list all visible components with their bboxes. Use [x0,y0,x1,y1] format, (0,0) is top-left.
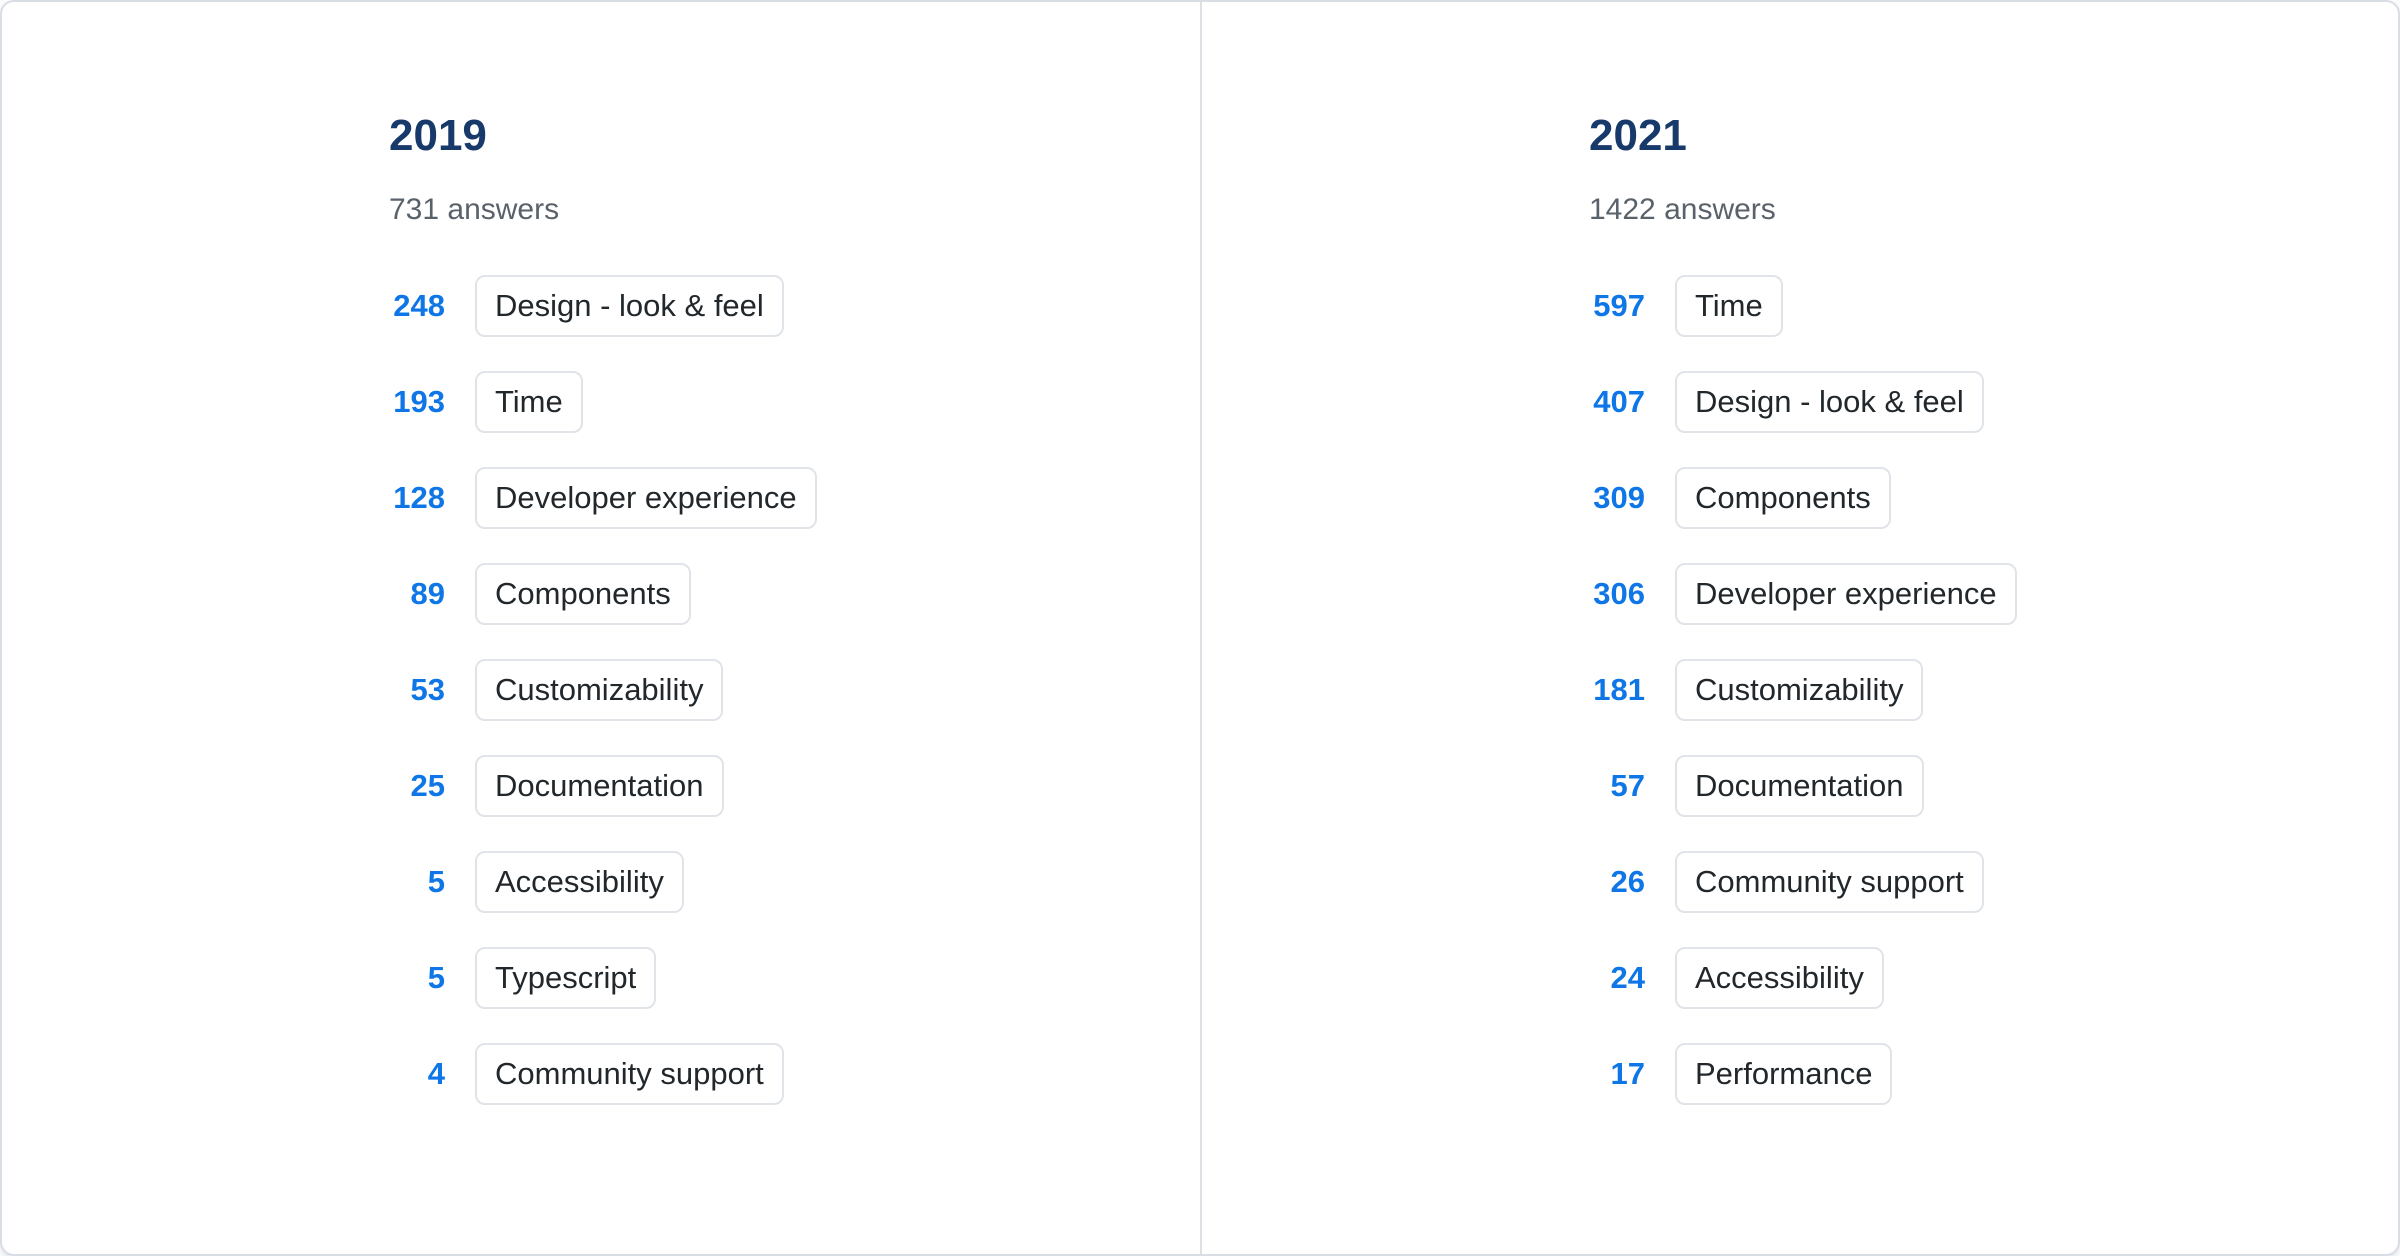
answer-row: 26 Community support [1452,850,2398,913]
answer-row: 5 Accessibility [252,850,1200,913]
answer-row: 193 Time [252,370,1200,433]
panel-2019: 2019 731 answers 248 Design - look & fee… [2,2,1200,1254]
answer-tag[interactable]: Time [475,370,583,433]
answer-count: 248 [393,287,445,323]
answer-row: 5 Typescript [252,946,1200,1009]
answer-tag[interactable]: Customizability [1675,658,1924,721]
answer-count: 181 [1593,671,1645,707]
answer-row: 17 Performance [1452,1042,2398,1105]
answer-count: 24 [1610,959,1645,995]
answer-rows-2021: 597 Time 407 Design - look & feel 309 Co… [1452,274,2398,1105]
answer-row: 53 Customizability [252,658,1200,721]
answer-count: 5 [427,959,445,995]
answer-tag[interactable]: Community support [1675,850,1984,913]
answers-count-2019: 731 answers [389,192,560,226]
answer-tag[interactable]: Design - look & feel [1675,370,1984,433]
answer-tag[interactable]: Typescript [475,946,657,1009]
answer-row: 248 Design - look & feel [252,274,1200,337]
answer-tag[interactable]: Developer experience [475,466,817,529]
answer-row: 309 Components [1452,466,2398,529]
year-heading-2021: 2021 [1589,111,1687,160]
answer-row: 181 Customizability [1452,658,2398,721]
answer-count: 128 [393,479,445,515]
answer-count: 193 [393,383,445,419]
answer-row: 25 Documentation [252,754,1200,817]
answer-tag[interactable]: Accessibility [475,850,684,913]
answer-row: 24 Accessibility [1452,946,2398,1009]
answer-count: 53 [410,671,445,707]
answer-count: 25 [410,767,445,803]
answer-tag[interactable]: Accessibility [1675,946,1884,1009]
answer-row: 128 Developer experience [252,466,1200,529]
answer-tag[interactable]: Documentation [475,754,724,817]
answer-count: 309 [1593,479,1645,515]
answer-count: 5 [427,863,445,899]
answer-tag[interactable]: Time [1675,274,1783,337]
answer-count: 57 [1610,767,1645,803]
answer-tag[interactable]: Customizability [475,658,724,721]
answer-count: 4 [427,1055,445,1091]
answer-rows-2019: 248 Design - look & feel 193 Time 128 De… [252,274,1200,1105]
answer-count: 306 [1593,575,1645,611]
answers-count-2021: 1422 answers [1589,192,1776,226]
panel-2021: 2021 1422 answers 597 Time 407 Design - … [1200,2,2398,1254]
answer-row: 407 Design - look & feel [1452,370,2398,433]
answer-row: 57 Documentation [1452,754,2398,817]
answer-row: 597 Time [1452,274,2398,337]
answer-tag[interactable]: Developer experience [1675,562,2017,625]
answer-count: 26 [1610,863,1645,899]
answer-tag[interactable]: Documentation [1675,754,1924,817]
answer-row: 306 Developer experience [1452,562,2398,625]
answer-tag[interactable]: Community support [475,1042,784,1105]
answer-tag[interactable]: Components [1675,466,1891,529]
year-heading-2019: 2019 [389,111,487,160]
answer-count: 89 [410,575,445,611]
answer-tag[interactable]: Performance [1675,1042,1893,1105]
answer-count: 597 [1593,287,1645,323]
answer-count: 17 [1610,1055,1645,1091]
answer-tag[interactable]: Design - look & feel [475,274,784,337]
answer-row: 4 Community support [252,1042,1200,1105]
answer-count: 407 [1593,383,1645,419]
answer-tag[interactable]: Components [475,562,691,625]
answer-row: 89 Components [252,562,1200,625]
